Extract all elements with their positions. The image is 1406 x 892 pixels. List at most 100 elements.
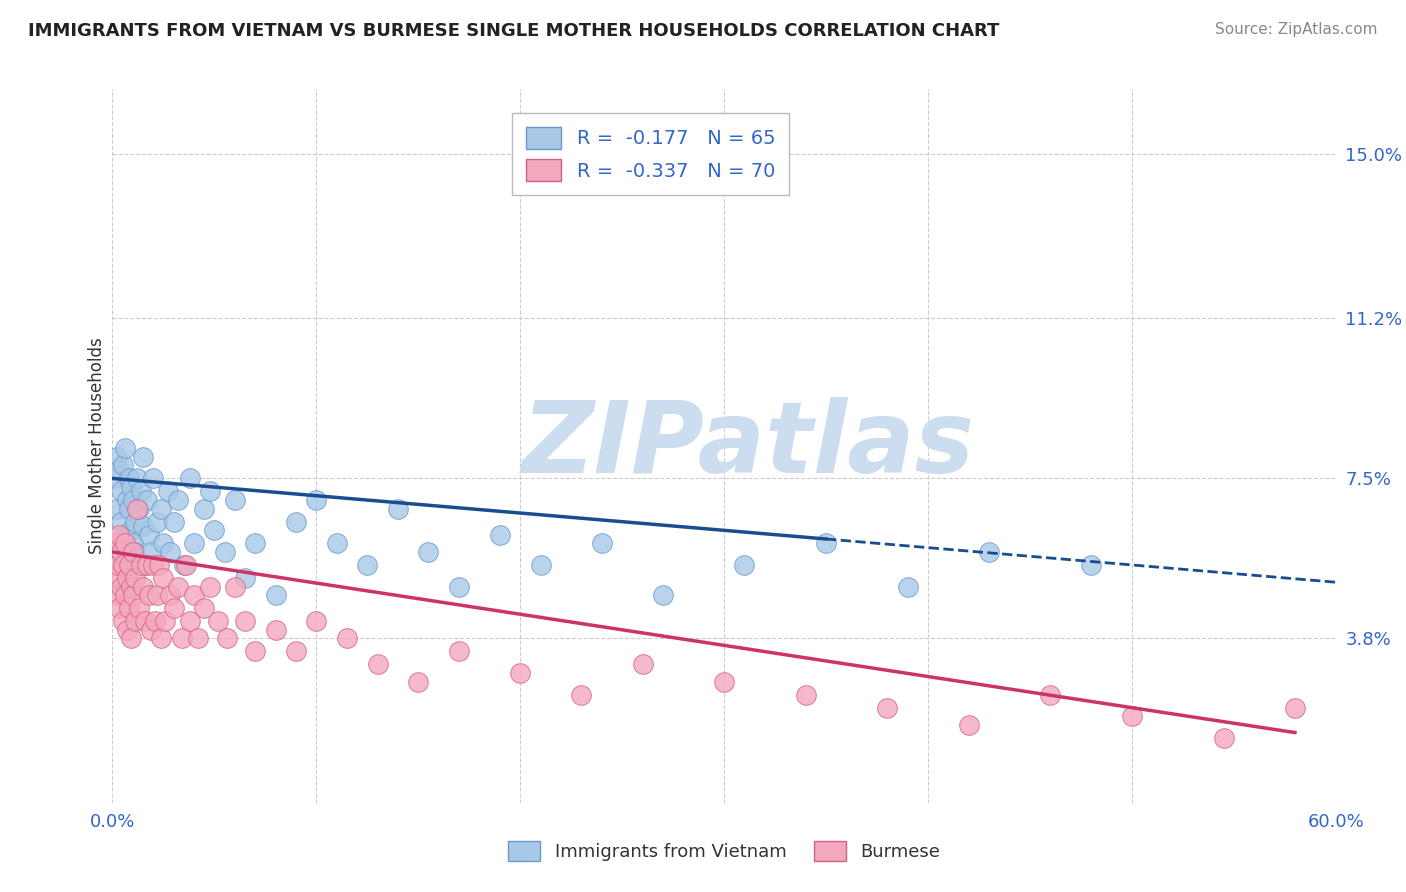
Point — [305, 493, 328, 508]
Point — [214, 545, 236, 559]
Text: ZIPatlas: ZIPatlas — [522, 398, 976, 494]
Point — [122, 493, 145, 508]
Point — [141, 623, 163, 637]
Point — [1039, 688, 1062, 702]
Point — [152, 536, 174, 550]
Point — [124, 545, 146, 559]
Point — [110, 484, 132, 499]
Point — [245, 644, 267, 658]
Point — [245, 536, 267, 550]
Point — [125, 471, 148, 485]
Point — [155, 614, 177, 628]
Point — [163, 515, 186, 529]
Point — [110, 580, 132, 594]
Point — [120, 480, 142, 494]
Point — [1121, 709, 1143, 723]
Point — [174, 558, 197, 572]
Point — [132, 580, 155, 594]
Point — [141, 545, 163, 559]
Point — [115, 493, 138, 508]
Point — [957, 718, 980, 732]
Point — [129, 484, 152, 499]
Point — [509, 666, 531, 681]
Point — [163, 601, 186, 615]
Point — [224, 580, 246, 594]
Point — [136, 493, 159, 508]
Point — [122, 536, 145, 550]
Point — [336, 632, 359, 646]
Point — [114, 536, 136, 550]
Point — [115, 623, 138, 637]
Point — [107, 601, 129, 615]
Point — [150, 632, 173, 646]
Point — [134, 614, 156, 628]
Point — [105, 501, 128, 516]
Point — [148, 558, 170, 572]
Point — [897, 580, 920, 594]
Point — [173, 558, 195, 572]
Point — [138, 527, 160, 541]
Point — [150, 501, 173, 516]
Point — [571, 688, 593, 702]
Point — [105, 558, 128, 572]
Point — [143, 614, 166, 628]
Point — [713, 674, 735, 689]
Point — [183, 588, 205, 602]
Point — [631, 657, 654, 672]
Point — [183, 536, 205, 550]
Point — [124, 571, 146, 585]
Point — [146, 588, 169, 602]
Point — [224, 493, 246, 508]
Point — [134, 558, 156, 572]
Point — [115, 571, 138, 585]
Point — [734, 558, 756, 572]
Point — [193, 501, 215, 516]
Point — [387, 501, 409, 516]
Text: IMMIGRANTS FROM VIETNAM VS BURMESE SINGLE MOTHER HOUSEHOLDS CORRELATION CHART: IMMIGRANTS FROM VIETNAM VS BURMESE SINGL… — [28, 22, 1000, 40]
Point — [179, 614, 201, 628]
Point — [529, 558, 551, 572]
Point — [114, 527, 136, 541]
Point — [166, 580, 188, 594]
Point — [156, 484, 179, 499]
Point — [447, 644, 470, 658]
Point — [447, 580, 470, 594]
Point — [166, 493, 188, 508]
Point — [152, 571, 174, 585]
Point — [366, 657, 388, 672]
Point — [107, 536, 129, 550]
Point — [200, 580, 222, 594]
Point — [115, 545, 138, 559]
Point — [132, 519, 155, 533]
Point — [233, 571, 256, 585]
Point — [284, 515, 308, 529]
Point — [264, 623, 287, 637]
Point — [111, 458, 134, 473]
Point — [408, 674, 430, 689]
Point — [193, 601, 215, 615]
Point — [207, 614, 229, 628]
Point — [107, 527, 129, 541]
Point — [128, 601, 150, 615]
Point — [118, 501, 141, 516]
Point — [159, 588, 181, 602]
Point — [114, 588, 136, 602]
Point — [1284, 700, 1306, 714]
Point — [876, 700, 898, 714]
Point — [305, 614, 328, 628]
Y-axis label: Single Mother Households: Single Mother Households — [87, 338, 105, 554]
Point — [979, 545, 1001, 559]
Point — [120, 524, 142, 538]
Point — [105, 450, 128, 464]
Point — [110, 515, 132, 529]
Point — [264, 588, 287, 602]
Point — [111, 558, 134, 572]
Point — [418, 545, 440, 559]
Point — [128, 501, 150, 516]
Point — [794, 688, 817, 702]
Point — [124, 614, 146, 628]
Point — [284, 644, 308, 658]
Point — [122, 545, 145, 559]
Point — [136, 558, 159, 572]
Point — [138, 588, 160, 602]
